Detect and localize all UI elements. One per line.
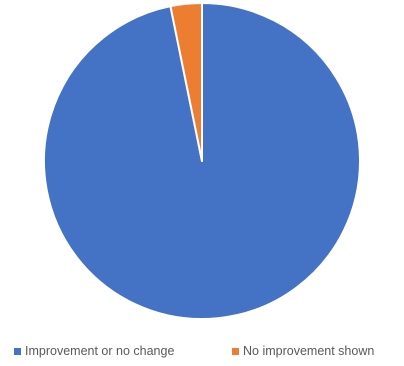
chart-legend: Improvement or no change No improvement … [0, 343, 404, 363]
legend-label-no-improvement: No improvement shown [243, 344, 375, 358]
pie-chart [43, 2, 361, 320]
pie-slice-no-improvement-shown [169, 2, 203, 162]
legend-swatch-improvement [14, 347, 21, 355]
legend-item-improvement: Improvement or no change [14, 343, 174, 359]
legend-item-no-improvement: No improvement shown [232, 343, 374, 359]
legend-swatch-no-improvement [232, 347, 239, 355]
legend-label-improvement: Improvement or no change [25, 344, 175, 358]
